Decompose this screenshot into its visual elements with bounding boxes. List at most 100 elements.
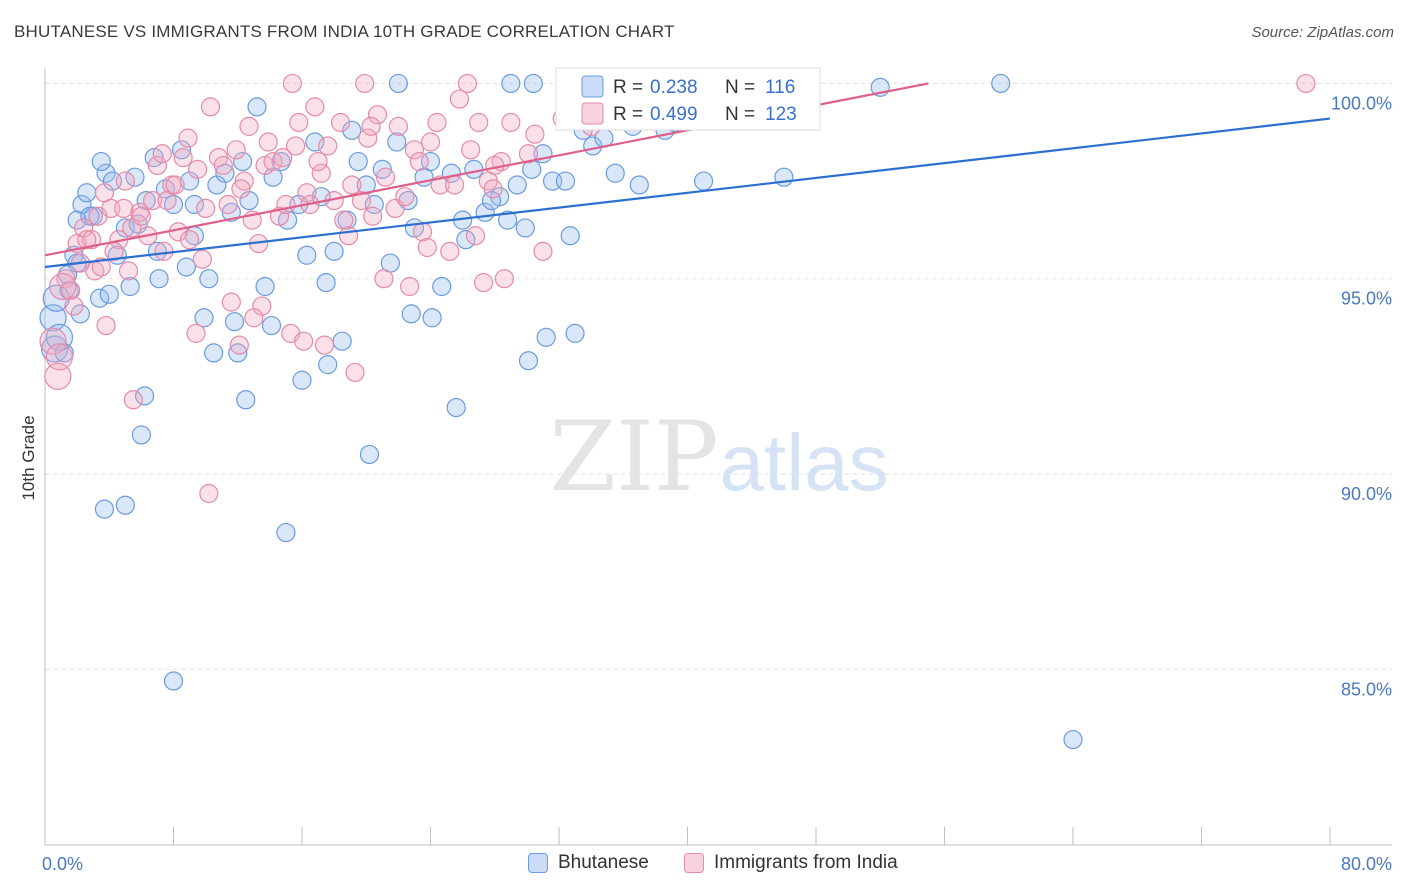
point-bhutanese-61: [464, 159, 484, 179]
point-bhutanese-103: [518, 351, 539, 371]
point-india-98: [131, 206, 151, 226]
point-bhutanese-59: [446, 397, 466, 418]
point-india-35: [289, 112, 309, 133]
point-india-0: [39, 327, 67, 355]
point-bhutanese-45: [332, 331, 352, 351]
axes: [44, 68, 1392, 846]
point-bhutanese-97: [261, 315, 282, 336]
legend-swatch-india: [581, 102, 604, 125]
point-bhutanese-112: [536, 327, 556, 347]
point-bhutanese-117: [70, 304, 90, 324]
point-bhutanese-41: [305, 132, 325, 152]
point-bhutanese-120: [176, 257, 196, 277]
point-bhutanese-44: [324, 241, 344, 261]
source-credit: Source: ZipAtlas.com: [1251, 24, 1394, 41]
point-india-1: [44, 362, 72, 390]
point-bhutanese-101: [420, 151, 441, 172]
point-india-101: [231, 179, 251, 199]
point-india-97: [114, 198, 134, 219]
point-bhutanese-105: [605, 163, 625, 183]
point-bhutanese-11: [90, 288, 110, 308]
point-india-106: [338, 226, 359, 246]
point-bhutanese-34: [247, 97, 267, 117]
point-bhutanese-92: [80, 206, 100, 226]
point-bhutanese-23: [171, 140, 192, 160]
point-bhutanese-107: [204, 343, 224, 363]
point-india-82: [273, 148, 293, 168]
point-india-84: [361, 116, 381, 136]
point-india-116: [294, 331, 314, 351]
point-india-19: [173, 148, 193, 168]
y-axis-label: 10th Grade: [19, 415, 38, 500]
point-bhutanese-90: [359, 444, 380, 465]
point-india-108: [427, 112, 447, 133]
point-india-102: [258, 132, 278, 152]
y-tick-label-1: 95.0%: [1341, 289, 1392, 309]
point-india-46: [375, 167, 396, 187]
point-bhutanese-43: [318, 355, 338, 375]
point-bhutanese-5: [67, 210, 87, 230]
tick-labels: 100.0% 95.0% 90.0% 85.0% 0.0% 80.0%: [42, 93, 1392, 874]
point-bhutanese-93: [99, 284, 119, 304]
point-bhutanese-20: [147, 241, 168, 261]
point-bhutanese-47: [348, 151, 368, 172]
point-india-53: [440, 241, 460, 261]
point-bhutanese-40: [297, 245, 317, 265]
point-bhutanese-83: [991, 73, 1011, 94]
chart-title: BHUTANESE VS IMMIGRANTS FROM INDIA 10TH …: [14, 22, 675, 41]
point-bhutanese-70: [555, 171, 576, 191]
bottom-legend-bhutanese[interactable]: Bhutanese: [528, 852, 649, 874]
point-bhutanese-106: [629, 175, 649, 195]
point-india-61: [533, 241, 553, 261]
y-tick-label-2: 90.0%: [1341, 484, 1392, 504]
point-bhutanese-87: [131, 425, 151, 445]
point-india-45: [367, 105, 388, 125]
point-bhutanese-84: [1063, 729, 1083, 750]
point-india-115: [244, 308, 264, 328]
point-bhutanese-98: [292, 370, 312, 390]
point-bhutanese-12: [96, 163, 116, 183]
point-bhutanese-86: [115, 495, 135, 515]
point-india-32: [269, 206, 290, 226]
point-india-123: [49, 272, 77, 301]
x-tick-label-right: 80.0%: [1341, 854, 1392, 874]
point-india-86: [444, 175, 465, 195]
bottom-legend-india[interactable]: Immigrants from India: [684, 852, 898, 874]
point-india-66: [123, 390, 143, 410]
point-bhutanese-104: [565, 323, 585, 343]
point-india-56: [469, 112, 489, 133]
point-india-43: [351, 190, 372, 211]
point-bhutanese-32: [232, 151, 253, 172]
point-india-6: [81, 230, 102, 250]
point-india-23: [200, 97, 221, 117]
point-india-113: [192, 249, 213, 269]
point-india-105: [308, 151, 328, 172]
bhutanese-legend-label: Bhutanese: [558, 852, 649, 873]
point-india-52: [430, 175, 450, 195]
point-india-118: [417, 237, 437, 258]
india-legend-label: Immigrants from India: [714, 852, 898, 873]
point-india-33: [276, 194, 296, 215]
legend-n-label-0: N =: [725, 77, 755, 98]
legend-r-label-1: R =: [613, 104, 643, 125]
point-india-59: [501, 112, 521, 133]
point-india-109: [461, 140, 481, 160]
point-india-99: [157, 190, 177, 211]
legend-r-value-0: 0.238: [650, 77, 698, 98]
point-india-16: [154, 241, 174, 261]
point-india-42: [342, 175, 362, 195]
point-india-15: [147, 155, 168, 176]
point-bhutanese-57: [432, 276, 452, 297]
point-bhutanese-27: [199, 269, 219, 289]
point-india-21: [187, 159, 208, 179]
grid-lines: [45, 82, 1392, 670]
point-india-88: [525, 124, 545, 144]
point-india-75: [400, 276, 420, 297]
point-bhutanese-89: [276, 522, 296, 543]
legend-n-value-1: 123: [765, 104, 797, 125]
point-india-73: [345, 362, 365, 383]
point-india-63: [64, 296, 84, 316]
point-bhutanese-52: [388, 73, 408, 94]
point-india-25: [218, 194, 238, 215]
point-bhutanese-113: [501, 73, 521, 94]
